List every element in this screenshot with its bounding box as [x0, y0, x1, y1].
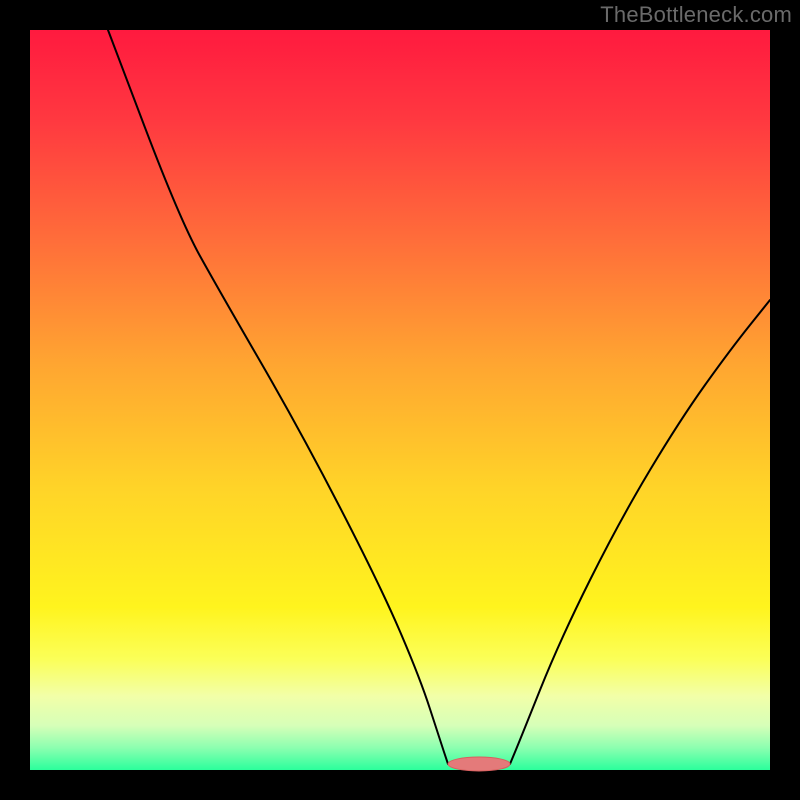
plot-background [30, 30, 770, 770]
chart-container: TheBottleneck.com [0, 0, 800, 800]
watermark-text: TheBottleneck.com [600, 2, 792, 28]
bottleneck-chart [0, 0, 800, 800]
optimal-marker [448, 757, 510, 771]
